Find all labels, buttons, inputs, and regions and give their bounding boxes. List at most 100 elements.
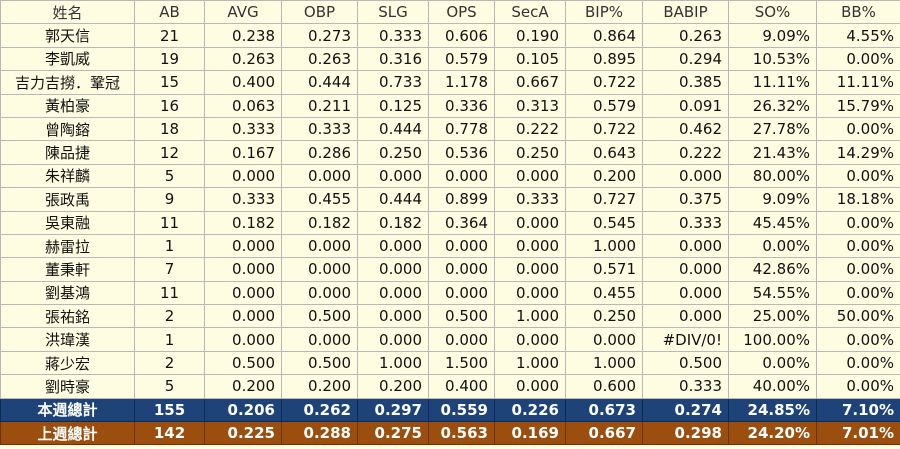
cell-babip: #DIV/0!: [642, 327, 729, 352]
cell-so: 0.00%: [728, 233, 817, 259]
cell-babip: 0.000: [642, 304, 729, 329]
cell-so: 40.00%: [728, 374, 817, 399]
cell-slg: 0.125: [357, 93, 429, 118]
table-row: 郭天信 21 0.238 0.273 0.333 0.606 0.190 0.864 0.263…: [0, 23, 900, 48]
cell-ab: 7: [134, 257, 205, 282]
total-cell: 142: [134, 421, 205, 446]
cell-babip: 0.500: [642, 350, 729, 376]
table-row: 曾陶鎔 18 0.333 0.333 0.444 0.778 0.222 0.722 0.462…: [0, 116, 900, 142]
cell-ab: 21: [134, 23, 205, 48]
total-cell: 24.85%: [728, 397, 817, 423]
cell-ops: 0.336: [428, 93, 495, 118]
cell-ab: 12: [134, 140, 205, 165]
cell-ab: 18: [134, 116, 205, 142]
cell-bb: 0.00%: [816, 163, 900, 189]
total-cell: 0.297: [357, 397, 429, 423]
total-cell: 0.226: [494, 397, 566, 423]
cell-ops: 0.364: [428, 210, 495, 235]
cell-ab: 19: [134, 46, 205, 72]
cell-avg: 0.333: [204, 187, 282, 212]
cell-bb: 14.29%: [816, 140, 900, 165]
cell-obp: 0.000: [281, 327, 358, 352]
cell-name: 李凱威: [0, 46, 135, 72]
cell-so: 25.00%: [728, 304, 817, 329]
cell-slg: 0.250: [357, 140, 429, 165]
cell-bip: 1.000: [565, 233, 643, 259]
cell-bb: 15.79%: [816, 93, 900, 118]
cell-bip: 0.722: [565, 116, 643, 142]
total-cell: 0.206: [204, 397, 282, 423]
cell-bb: 18.18%: [816, 187, 900, 212]
cell-babip: 0.263: [642, 23, 729, 48]
cell-so: 9.09%: [728, 23, 817, 48]
cell-bip: 0.895: [565, 46, 643, 72]
header-bb: BB%: [816, 0, 900, 25]
cell-bb: 0.00%: [816, 327, 900, 352]
cell-obp: 0.211: [281, 93, 358, 118]
table-row: 張政禹 9 0.333 0.455 0.444 0.899 0.333 0.727 0.375 9…: [0, 187, 900, 212]
cell-bip: 0.579: [565, 93, 643, 118]
cell-seca: 0.000: [494, 280, 566, 306]
cell-obp: 0.500: [281, 350, 358, 376]
cell-ops: 0.000: [428, 257, 495, 282]
cell-seca: 0.000: [494, 210, 566, 235]
cell-seca: 0.333: [494, 187, 566, 212]
cell-ops: 0.778: [428, 116, 495, 142]
header-ops: OPS: [428, 0, 495, 25]
cell-avg: 0.063: [204, 93, 282, 118]
cell-ab: 1: [134, 327, 205, 352]
cell-seca: 0.000: [494, 327, 566, 352]
cell-slg: 0.000: [357, 280, 429, 306]
cell-seca: 0.667: [494, 70, 566, 95]
cell-ops: 1.500: [428, 350, 495, 376]
total-cell: 0.563: [428, 421, 495, 446]
table-row: 赫雷拉 1 0.000 0.000 0.000 0.000 0.000 1.000 0.000 0…: [0, 233, 900, 259]
cell-slg: 0.200: [357, 374, 429, 399]
table-row: 陳品捷 12 0.167 0.286 0.250 0.536 0.250 0.643 0.222…: [0, 140, 900, 165]
cell-name: 洪瑋漢: [0, 327, 135, 352]
cell-ab: 5: [134, 163, 205, 189]
cell-so: 11.11%: [728, 70, 817, 95]
header-so: SO%: [728, 0, 817, 25]
table-row: 吉力吉撈．鞏冠 15 0.400 0.444 0.733 1.178 0.667 0.722 0…: [0, 70, 900, 95]
cell-obp: 0.200: [281, 374, 358, 399]
cell-seca: 0.000: [494, 257, 566, 282]
cell-name: 張祐銘: [0, 304, 135, 329]
cell-seca: 1.000: [494, 304, 566, 329]
cell-seca: 0.000: [494, 374, 566, 399]
cell-so: 26.32%: [728, 93, 817, 118]
table-row: 洪瑋漢 1 0.000 0.000 0.000 0.000 0.000 0.000 #DIV/0…: [0, 327, 900, 352]
table-row: 李凱威 19 0.263 0.263 0.316 0.579 0.105 0.895 0.294…: [0, 46, 900, 72]
cell-bip: 0.545: [565, 210, 643, 235]
cell-ops: 0.500: [428, 304, 495, 329]
cell-bip: 0.727: [565, 187, 643, 212]
cell-so: 42.86%: [728, 257, 817, 282]
cell-slg: 0.000: [357, 327, 429, 352]
cell-name: 黃柏豪: [0, 93, 135, 118]
cell-obp: 0.182: [281, 210, 358, 235]
cell-slg: 0.316: [357, 46, 429, 72]
total-cell: 0.262: [281, 397, 358, 423]
cell-name: 劉時豪: [0, 374, 135, 399]
total-cell: 0.274: [642, 397, 729, 423]
cell-so: 10.53%: [728, 46, 817, 72]
cell-bip: 0.455: [565, 280, 643, 306]
cell-bip: 0.643: [565, 140, 643, 165]
cell-avg: 0.167: [204, 140, 282, 165]
cell-obp: 0.000: [281, 233, 358, 259]
cell-obp: 0.500: [281, 304, 358, 329]
cell-obp: 0.000: [281, 280, 358, 306]
cell-bb: 0.00%: [816, 257, 900, 282]
total-cell: 7.10%: [816, 397, 900, 423]
header-bip: BIP%: [565, 0, 643, 25]
total-cell: 0.288: [281, 421, 358, 446]
cell-avg: 0.182: [204, 210, 282, 235]
table-row: 董秉軒 7 0.000 0.000 0.000 0.000 0.000 0.571 0.000 4…: [0, 257, 900, 282]
table-row: 朱祥麟 5 0.000 0.000 0.000 0.000 0.000 0.200 0.000 8…: [0, 163, 900, 189]
table-row: 蔣少宏 2 0.500 0.500 1.000 1.500 1.000 1.000 0.500 0…: [0, 350, 900, 376]
cell-ab: 16: [134, 93, 205, 118]
cell-babip: 0.000: [642, 163, 729, 189]
cell-so: 27.78%: [728, 116, 817, 142]
cell-seca: 0.105: [494, 46, 566, 72]
